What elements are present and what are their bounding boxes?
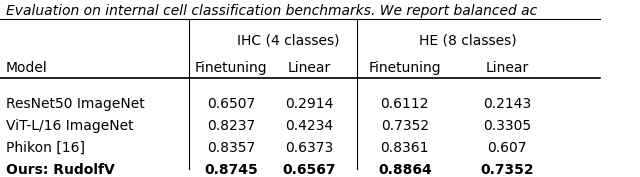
Text: 0.2143: 0.2143 [483, 97, 531, 111]
Text: 0.3305: 0.3305 [483, 119, 531, 133]
Text: 0.7352: 0.7352 [381, 119, 429, 133]
Text: 0.2914: 0.2914 [285, 97, 333, 111]
Text: 0.8864: 0.8864 [378, 163, 432, 177]
Text: Finetuning: Finetuning [369, 61, 441, 75]
Text: Model: Model [6, 61, 48, 75]
Text: 0.6373: 0.6373 [285, 141, 333, 155]
Text: 0.6567: 0.6567 [282, 163, 335, 177]
Text: ViT-L/16 ImageNet: ViT-L/16 ImageNet [6, 119, 134, 133]
Text: 0.8357: 0.8357 [207, 141, 255, 155]
Text: 0.8237: 0.8237 [207, 119, 255, 133]
Text: 0.6112: 0.6112 [381, 97, 429, 111]
Text: Linear: Linear [485, 61, 529, 75]
Text: 0.4234: 0.4234 [285, 119, 333, 133]
Text: Evaluation on internal cell classification benchmarks. We report balanced ac: Evaluation on internal cell classificati… [6, 4, 537, 18]
Text: Linear: Linear [287, 61, 330, 75]
Text: Phikon [16]: Phikon [16] [6, 141, 85, 155]
Text: IHC (4 classes): IHC (4 classes) [237, 33, 339, 47]
Text: Finetuning: Finetuning [195, 61, 268, 75]
Text: HE (8 classes): HE (8 classes) [419, 33, 516, 47]
Text: 0.7352: 0.7352 [480, 163, 534, 177]
Text: Ours: RudolfV: Ours: RudolfV [6, 163, 115, 177]
Text: 0.607: 0.607 [487, 141, 527, 155]
Text: 0.6507: 0.6507 [207, 97, 255, 111]
Text: 0.8745: 0.8745 [204, 163, 258, 177]
Text: 0.8361: 0.8361 [381, 141, 429, 155]
Text: ResNet50 ImageNet: ResNet50 ImageNet [6, 97, 145, 111]
